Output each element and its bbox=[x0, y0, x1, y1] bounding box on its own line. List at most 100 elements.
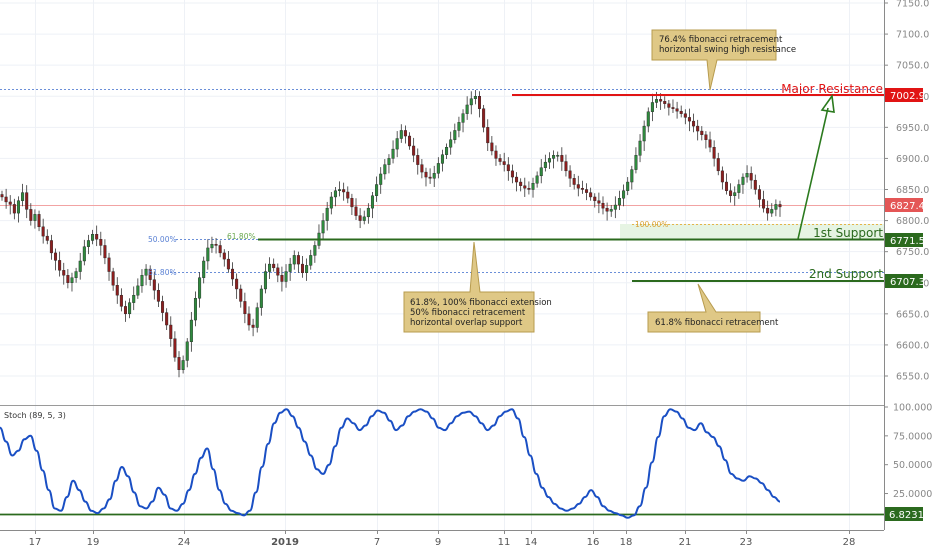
price-tick-label: 7050.0 bbox=[896, 61, 929, 72]
candle bbox=[338, 181, 342, 197]
candle bbox=[123, 300, 127, 322]
candle bbox=[436, 157, 440, 179]
candle bbox=[638, 134, 642, 163]
stochastic-tick-label: 75.0000 bbox=[893, 431, 932, 442]
candle bbox=[193, 291, 197, 327]
projection-arrow bbox=[797, 93, 835, 240]
svg-text:61.8% fibonacci retracement: 61.8% fibonacci retracement bbox=[655, 318, 779, 328]
candle bbox=[111, 267, 115, 291]
price-tick-label: 6950.0 bbox=[896, 123, 929, 134]
candle bbox=[622, 184, 626, 207]
candle bbox=[729, 183, 733, 203]
candle bbox=[510, 164, 514, 184]
candle bbox=[564, 154, 568, 177]
candle bbox=[66, 269, 70, 289]
candle bbox=[45, 229, 49, 245]
price-tick-label: 6850.0 bbox=[896, 185, 929, 196]
fib-label-50: 50.00% bbox=[148, 235, 177, 244]
candle bbox=[239, 284, 243, 308]
grid bbox=[0, 0, 884, 530]
candle bbox=[634, 147, 638, 174]
candle bbox=[25, 185, 29, 219]
candle bbox=[543, 154, 547, 172]
candle bbox=[12, 198, 16, 220]
candle bbox=[383, 159, 387, 180]
candle bbox=[733, 186, 737, 206]
price-tags: 7002.9 6827.4 6771.5 6707.3 6.8231 bbox=[885, 88, 925, 521]
candle bbox=[54, 248, 58, 271]
candle bbox=[428, 168, 432, 184]
key-levels bbox=[258, 94, 884, 282]
price-tick-label: 7150.0 bbox=[896, 0, 929, 10]
second-support-tag: 6707.3 bbox=[890, 277, 925, 288]
candle bbox=[692, 113, 696, 133]
price-tick-label: 6750.0 bbox=[896, 247, 929, 258]
candle bbox=[8, 195, 12, 215]
candle bbox=[457, 116, 461, 138]
major-resistance-label: Major Resistance bbox=[781, 82, 883, 96]
candle bbox=[408, 132, 412, 150]
callout-resistance: 76.4% fibonacci retracement horizontal s… bbox=[651, 29, 796, 91]
fib-dotted-lines bbox=[0, 89, 884, 273]
candle bbox=[91, 229, 95, 245]
first-support-label: 1st Support bbox=[813, 226, 883, 240]
candle bbox=[235, 273, 239, 299]
candle bbox=[593, 193, 597, 208]
candle bbox=[539, 159, 543, 184]
support-zone-band bbox=[620, 224, 884, 239]
candle bbox=[601, 196, 605, 215]
candle bbox=[552, 150, 556, 169]
svg-text:50% fibonacci retracement: 50% fibonacci retracement bbox=[410, 308, 526, 318]
candle bbox=[49, 234, 53, 260]
candle bbox=[650, 93, 654, 122]
major-resistance-tag: 7002.9 bbox=[890, 91, 925, 102]
time-tick-label: 2019 bbox=[271, 537, 299, 548]
candle bbox=[173, 331, 177, 362]
candle bbox=[478, 91, 482, 118]
candle bbox=[679, 105, 683, 118]
candle bbox=[580, 180, 584, 194]
candle bbox=[482, 104, 486, 133]
candles bbox=[0, 90, 782, 378]
candle bbox=[136, 278, 140, 299]
candle bbox=[531, 177, 535, 198]
candle bbox=[333, 187, 337, 207]
candle bbox=[576, 175, 580, 197]
candle bbox=[86, 234, 90, 255]
candle bbox=[346, 186, 350, 204]
time-tick-label: 24 bbox=[178, 537, 191, 548]
candle bbox=[535, 171, 539, 188]
candle bbox=[107, 252, 111, 281]
candle bbox=[762, 190, 766, 213]
candle bbox=[609, 205, 613, 217]
candle bbox=[272, 258, 276, 272]
candle bbox=[687, 108, 691, 132]
candle bbox=[556, 151, 560, 162]
candle bbox=[683, 109, 687, 125]
candle bbox=[473, 90, 477, 105]
fib-label-61-8-upper: 61.80% bbox=[227, 232, 256, 241]
candle bbox=[753, 174, 757, 195]
candle bbox=[630, 165, 634, 190]
candle bbox=[486, 119, 490, 151]
candle bbox=[770, 203, 774, 217]
candle bbox=[243, 292, 247, 324]
time-tick-label: 18 bbox=[620, 537, 633, 548]
candle bbox=[506, 157, 510, 181]
candle bbox=[375, 176, 379, 202]
candle bbox=[642, 120, 646, 151]
candle bbox=[350, 193, 354, 215]
candle bbox=[490, 136, 494, 156]
candle bbox=[453, 123, 457, 144]
candle bbox=[103, 239, 107, 265]
candle bbox=[231, 262, 235, 286]
candle bbox=[700, 126, 704, 141]
candle bbox=[177, 351, 181, 378]
candle bbox=[119, 288, 123, 312]
candle bbox=[449, 131, 453, 155]
candle bbox=[741, 173, 745, 194]
candle bbox=[712, 140, 716, 167]
candle bbox=[251, 318, 255, 337]
candle bbox=[263, 263, 267, 294]
first-support-tag: 6771.5 bbox=[890, 236, 925, 247]
